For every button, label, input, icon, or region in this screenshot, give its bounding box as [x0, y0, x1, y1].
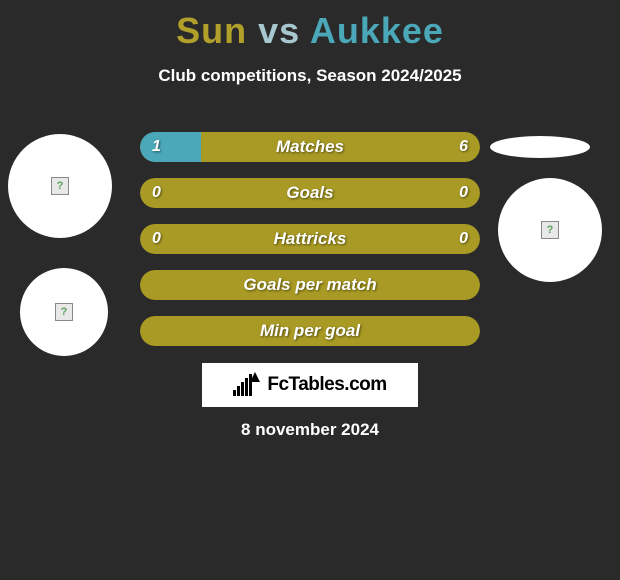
decor-ellipse [490, 136, 590, 158]
stat-row: Min per goal [140, 316, 480, 346]
stat-row: 00Hattricks [140, 224, 480, 254]
stats-panel: 16Matches 00Goals 00Hattricks Goals per mat… [140, 132, 480, 362]
player1-avatar-circle: ? [8, 134, 112, 238]
brand-chart-icon [233, 374, 263, 396]
stat-row: 16Matches [140, 132, 480, 162]
subtitle: Club competitions, Season 2024/2025 [0, 66, 620, 86]
brand-bar [233, 390, 236, 396]
brand-text: FcTables.com [267, 374, 386, 396]
player1-name: Sun [176, 10, 247, 51]
player2-name: Aukkee [310, 10, 444, 51]
stat-label: Min per goal [140, 316, 480, 346]
placeholder-icon: ? [541, 221, 559, 239]
brand-bar [237, 386, 240, 396]
vs-label: vs [258, 10, 300, 51]
stat-row: 00Goals [140, 178, 480, 208]
brand-arrow-icon [250, 372, 260, 382]
stat-label: Matches [140, 132, 480, 162]
placeholder-icon: ? [55, 303, 73, 321]
placeholder-icon: ? [51, 177, 69, 195]
brand-bar [241, 382, 244, 396]
comparison-title: Sun vs Aukkee [0, 10, 620, 52]
team1-badge-circle: ? [20, 268, 108, 356]
stat-label: Hattricks [140, 224, 480, 254]
player2-avatar-circle: ? [498, 178, 602, 282]
stat-label: Goals [140, 178, 480, 208]
brand-bar [245, 378, 248, 396]
stat-label: Goals per match [140, 270, 480, 300]
stat-row: Goals per match [140, 270, 480, 300]
brand-box: FcTables.com [202, 363, 418, 407]
date-label: 8 november 2024 [0, 420, 620, 440]
